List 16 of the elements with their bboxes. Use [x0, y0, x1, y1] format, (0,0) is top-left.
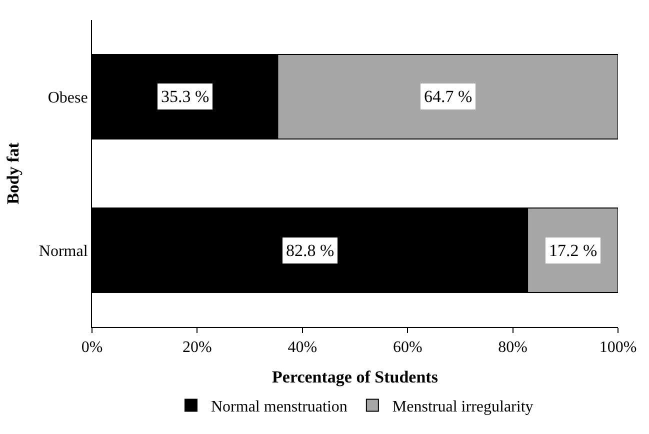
y-tick-label: Normal	[38, 242, 88, 260]
x-tick-label: 20%	[182, 339, 212, 356]
data-label: 82.8 %	[286, 241, 334, 260]
y-tick-label: Obese	[48, 89, 88, 106]
x-axis-title: Percentage of Students	[272, 368, 438, 387]
x-tick-label: 0%	[81, 339, 103, 356]
legend-label: Menstrual irregularity	[392, 398, 534, 416]
data-label: 35.3 %	[161, 87, 210, 106]
x-tick-label: 80%	[498, 339, 528, 356]
y-axis-title: Body fat	[3, 142, 22, 204]
x-tick-label: 100%	[599, 339, 637, 356]
x-tick-label: 40%	[288, 339, 318, 356]
data-label: 17.2 %	[549, 241, 598, 260]
legend-label: Normal menstruation	[211, 398, 348, 416]
data-label: 64.7 %	[424, 87, 472, 106]
x-tick-label: 60%	[392, 339, 422, 356]
